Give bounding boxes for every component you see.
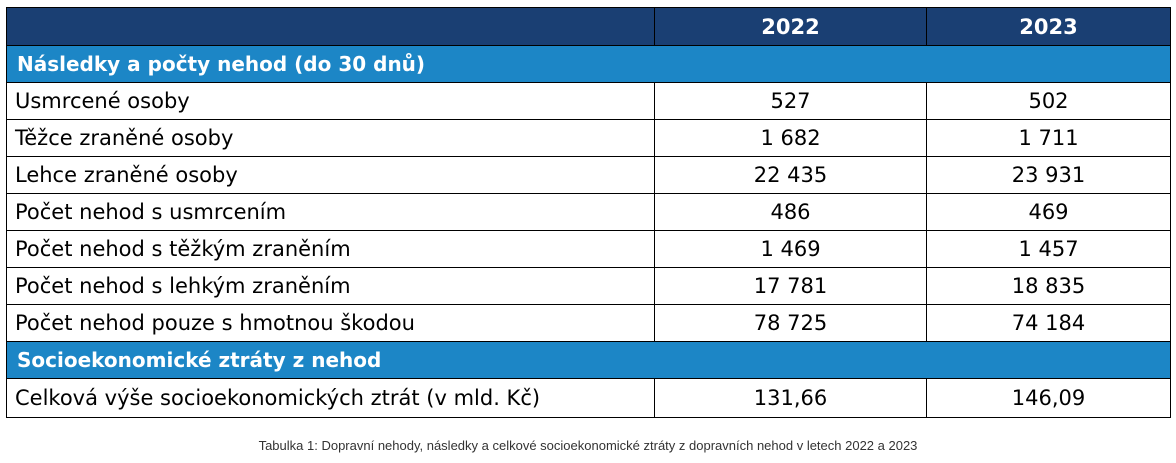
header-blank-cell	[6, 7, 655, 46]
table-row: Lehce zraněné osoby 22 435 23 931	[6, 156, 1171, 194]
table-row: Počet nehod s lehkým zraněním 17 781 18 …	[6, 267, 1171, 305]
row-label: Lehce zraněné osoby	[6, 156, 655, 194]
row-label: Počet nehod pouze s hmotnou škodou	[6, 304, 655, 342]
table-row: Těžce zraněné osoby 1 682 1 711	[6, 119, 1171, 157]
row-value-2023: 146,09	[926, 378, 1171, 418]
row-value-2022: 1 682	[654, 119, 927, 157]
row-label: Usmrcené osoby	[6, 82, 655, 120]
row-value-2023: 502	[926, 82, 1171, 120]
row-value-2022: 527	[654, 82, 927, 120]
row-value-2022: 22 435	[654, 156, 927, 194]
year-header-row: 2022 2023	[6, 7, 1171, 46]
row-label: Počet nehod s těžkým zraněním	[6, 230, 655, 268]
row-label: Počet nehod s lehkým zraněním	[6, 267, 655, 305]
row-value-2023: 23 931	[926, 156, 1171, 194]
row-value-2023: 18 835	[926, 267, 1171, 305]
row-value-2023: 1 457	[926, 230, 1171, 268]
row-label: Celková výše socioekonomických ztrát (v …	[6, 378, 655, 418]
section-title: Socioekonomické ztráty z nehod	[6, 341, 1171, 379]
section-title: Následky a počty nehod (do 30 dnů)	[6, 45, 1171, 83]
row-value-2023: 74 184	[926, 304, 1171, 342]
accident-statistics-table: 2022 2023 Následky a počty nehod (do 30 …	[6, 7, 1171, 418]
row-value-2022: 17 781	[654, 267, 927, 305]
table-row: Celková výše socioekonomických ztrát (v …	[6, 378, 1171, 418]
row-value-2023: 1 711	[926, 119, 1171, 157]
section-header-row: Následky a počty nehod (do 30 dnů)	[6, 45, 1171, 83]
row-label: Počet nehod s usmrcením	[6, 193, 655, 231]
year-header-2022: 2022	[654, 7, 927, 46]
row-value-2022: 1 469	[654, 230, 927, 268]
table-row: Počet nehod s těžkým zraněním 1 469 1 45…	[6, 230, 1171, 268]
table-caption: Tabulka 1: Dopravní nehody, následky a c…	[258, 438, 918, 453]
section-header-row: Socioekonomické ztráty z nehod	[6, 341, 1171, 379]
row-value-2023: 469	[926, 193, 1171, 231]
row-value-2022: 131,66	[654, 378, 927, 418]
row-value-2022: 78 725	[654, 304, 927, 342]
table-row: Počet nehod s usmrcením 486 469	[6, 193, 1171, 231]
row-label: Těžce zraněné osoby	[6, 119, 655, 157]
year-header-2023: 2023	[926, 7, 1171, 46]
table-row: Usmrcené osoby 527 502	[6, 82, 1171, 120]
row-value-2022: 486	[654, 193, 927, 231]
table-row: Počet nehod pouze s hmotnou škodou 78 72…	[6, 304, 1171, 342]
